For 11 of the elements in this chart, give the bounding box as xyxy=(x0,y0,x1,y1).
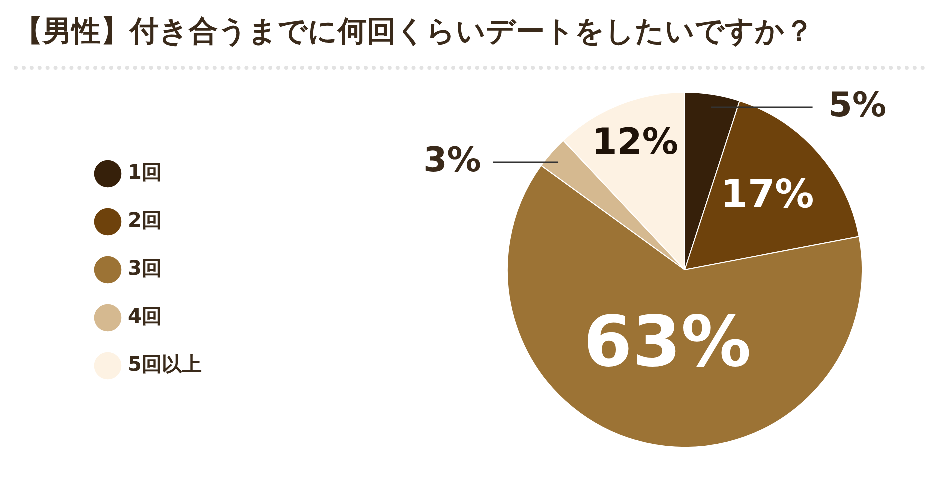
legend-label: 2回 xyxy=(128,208,162,232)
data-label: 3% xyxy=(424,140,482,180)
data-label: 63% xyxy=(584,301,752,384)
legend-label: 5回以上 xyxy=(128,352,202,376)
legend-label: 4回 xyxy=(128,304,162,328)
chart-title: 【男性】付き合うまでに何回くらいデートをしたいですか？ xyxy=(14,13,814,50)
data-label: 12% xyxy=(592,122,678,163)
legend-label: 1回 xyxy=(128,160,162,184)
data-label: 17% xyxy=(720,172,814,218)
legend-label: 3回 xyxy=(128,256,162,280)
data-label: 5% xyxy=(828,85,887,126)
